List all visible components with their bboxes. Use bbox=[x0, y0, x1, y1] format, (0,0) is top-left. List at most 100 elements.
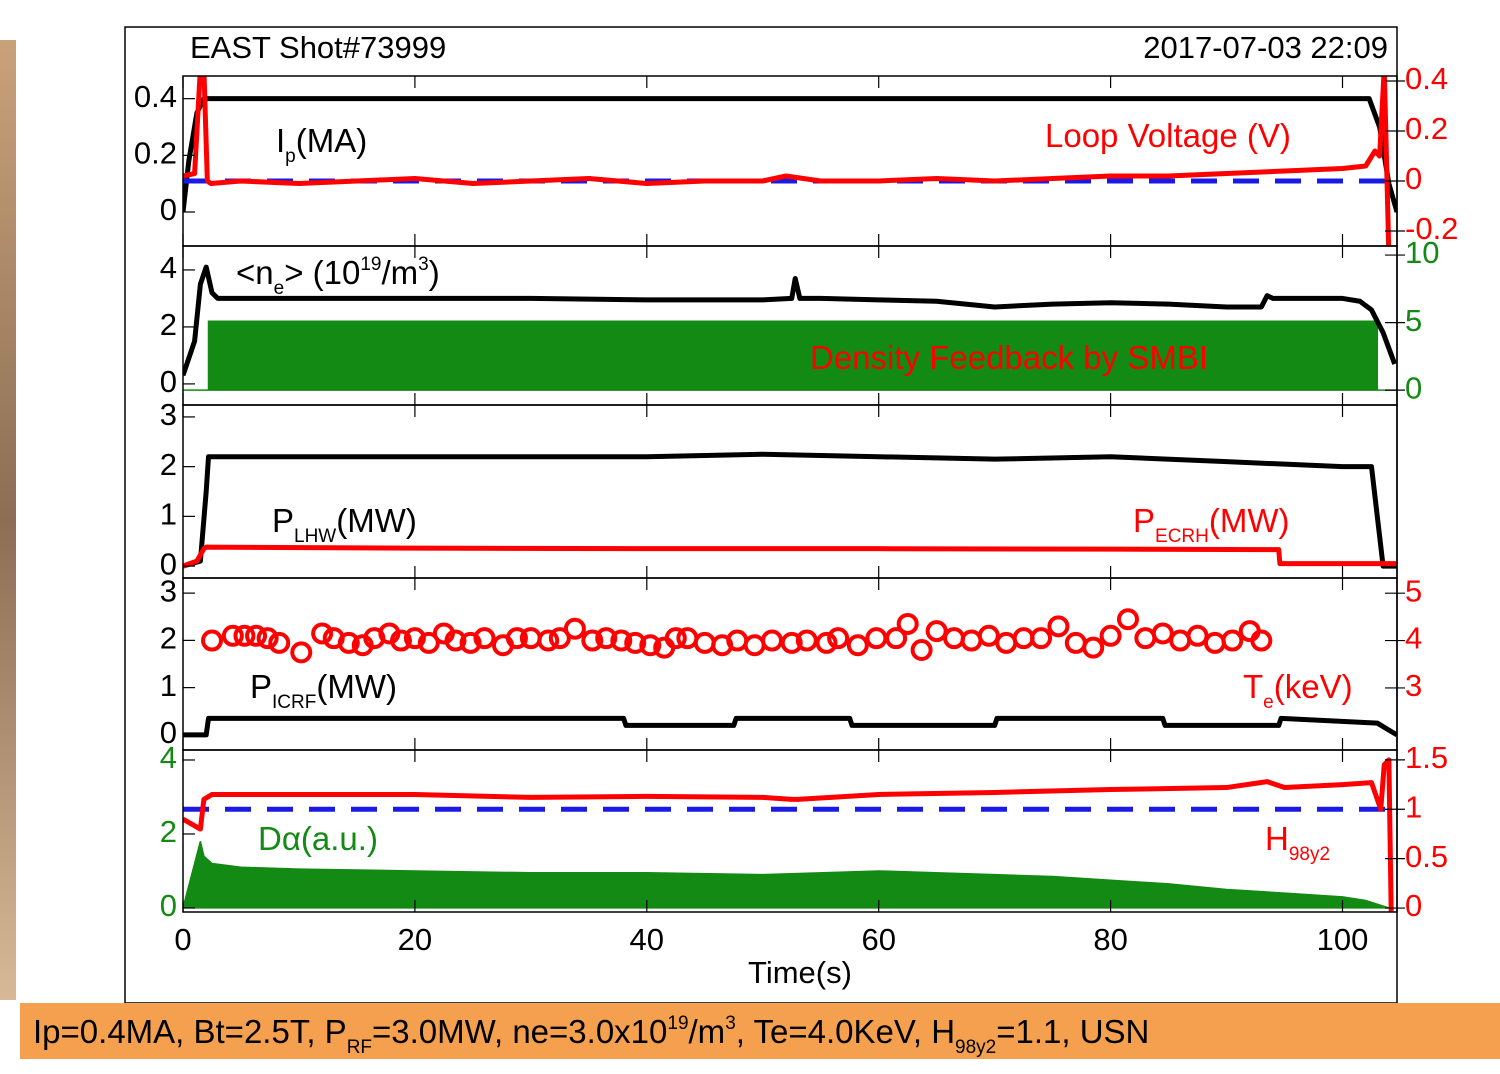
panel: 0 2 4 0 5 10 bbox=[160, 235, 1439, 406]
annotation: PLHW(MW) bbox=[272, 502, 417, 547]
y-tick-label: 2 bbox=[160, 814, 177, 849]
y-tick-label: 2 bbox=[160, 307, 177, 342]
figure-frame bbox=[124, 26, 1398, 1004]
footer-part: =1.1, USN bbox=[996, 1013, 1149, 1050]
data-point bbox=[200, 629, 223, 652]
y2-tick-label: 0 bbox=[1405, 888, 1422, 923]
y2-tick-label: 10 bbox=[1405, 235, 1439, 270]
data-point bbox=[311, 622, 334, 645]
y2-tick-label: 5 bbox=[1405, 303, 1422, 338]
footer-part: Ip=0.4MA, Bt=2.5T, P bbox=[33, 1013, 347, 1050]
data-point bbox=[256, 627, 279, 650]
data-point bbox=[846, 634, 869, 657]
annotation: Ip(MA) bbox=[276, 122, 367, 167]
data-point bbox=[221, 624, 244, 647]
data-point bbox=[624, 631, 647, 654]
y2-tick-label: 0.5 bbox=[1405, 839, 1448, 874]
annotation: Te(keV) bbox=[1243, 668, 1353, 713]
y2-tick-label: -0.2 bbox=[1405, 211, 1458, 246]
annotation-part: H bbox=[1265, 820, 1289, 857]
annotation: H98y2 bbox=[1265, 820, 1330, 865]
y-tick-label: 0 bbox=[160, 715, 177, 750]
annotation-part: ) bbox=[429, 254, 440, 291]
annotation: Dα(a.u.) bbox=[258, 820, 378, 857]
data-point bbox=[233, 624, 256, 647]
data-point bbox=[885, 627, 908, 650]
annotation: PECRH(MW) bbox=[1133, 502, 1289, 547]
data-point bbox=[595, 627, 618, 650]
series-group bbox=[183, 264, 1397, 391]
data-point bbox=[245, 624, 268, 647]
area bbox=[183, 320, 1397, 391]
annotation-part: Loop Voltage (V) bbox=[1045, 117, 1291, 154]
data-point bbox=[337, 631, 360, 654]
x-tick-label: 100 bbox=[1317, 922, 1369, 957]
annotation-part: p bbox=[285, 146, 296, 167]
annotation: PICRF(MW) bbox=[250, 668, 397, 713]
footer-part: 19 bbox=[667, 1013, 688, 1034]
data-point bbox=[815, 631, 838, 654]
footer-part: 98y2 bbox=[955, 1037, 996, 1058]
y2-tick-label: 4 bbox=[1405, 621, 1422, 656]
y-tick-label: 0 bbox=[160, 364, 177, 399]
line bbox=[183, 451, 1397, 569]
annotation-part: /m bbox=[381, 254, 418, 291]
data-point bbox=[548, 627, 571, 650]
y-tick-label: 4 bbox=[160, 740, 177, 775]
y-tick-label: 4 bbox=[160, 250, 177, 285]
annotation-part: (keV) bbox=[1274, 668, 1353, 705]
y-tick-label: 2 bbox=[160, 621, 177, 656]
annotation-part: 98y2 bbox=[1289, 844, 1330, 865]
annotation-part: (MW) bbox=[336, 502, 417, 539]
data-point bbox=[268, 631, 291, 654]
footer-text: Ip=0.4MA, Bt=2.5T, PRF=3.0MW, ne=3.0x101… bbox=[33, 1013, 1149, 1058]
data-point bbox=[1099, 624, 1122, 647]
data-point bbox=[290, 641, 313, 664]
annotations: Ip(MA) Loop Voltage (V) <ne> (1019/m3) D… bbox=[236, 117, 1353, 865]
panel: 0 0.2 0.4 -0.2 0 0.2 0.4 bbox=[134, 61, 1458, 247]
y2-tick-label: 1.5 bbox=[1405, 740, 1448, 775]
footer-bar bbox=[20, 1003, 1500, 1059]
annotation-part: > (10 bbox=[284, 254, 360, 291]
y2-tick-label: 0.2 bbox=[1405, 111, 1448, 146]
data-point bbox=[1116, 608, 1139, 631]
series-group bbox=[183, 451, 1397, 569]
annotation-part: T bbox=[1243, 668, 1263, 705]
x-axis-label: Time(s) bbox=[748, 955, 852, 990]
annotation-part: (MW) bbox=[316, 668, 397, 705]
y2-tick-label: 0.4 bbox=[1405, 61, 1448, 96]
annotation-part: (MA) bbox=[296, 122, 367, 159]
data-point bbox=[537, 629, 560, 652]
data-point bbox=[664, 627, 687, 650]
data-point bbox=[610, 629, 633, 652]
annotation-part: P bbox=[1133, 502, 1155, 539]
chart-title: EAST Shot#73999 bbox=[190, 30, 446, 65]
line bbox=[183, 544, 1397, 569]
data-point bbox=[473, 627, 496, 650]
footer-part: 3 bbox=[725, 1013, 736, 1034]
y2-tick-label: 1 bbox=[1405, 789, 1422, 824]
y2-tick-label: 0 bbox=[1405, 161, 1422, 196]
data-point bbox=[910, 639, 933, 662]
data-point bbox=[1030, 627, 1053, 650]
y2-tick-label: 3 bbox=[1405, 668, 1422, 703]
panel-frame bbox=[182, 749, 1398, 913]
area bbox=[183, 841, 1390, 909]
annotation: <ne> (1019/m3) bbox=[236, 254, 440, 299]
annotation-part: ICRF bbox=[272, 692, 316, 713]
y-tick-label: 0 bbox=[160, 192, 177, 227]
annotation-part: <n bbox=[236, 254, 274, 291]
annotation: Density Feedback by SMBI bbox=[810, 339, 1208, 376]
annotation-part: LHW bbox=[294, 526, 336, 547]
data-point bbox=[1047, 615, 1070, 638]
data-point bbox=[639, 634, 662, 657]
annotation-part: e bbox=[274, 278, 285, 299]
series-group bbox=[183, 757, 1397, 912]
y-tick-label: 0 bbox=[160, 888, 177, 923]
x-tick-label: 20 bbox=[398, 922, 432, 957]
line bbox=[183, 76, 1392, 246]
series-group bbox=[183, 76, 1397, 246]
annotation-part: P bbox=[250, 668, 272, 705]
